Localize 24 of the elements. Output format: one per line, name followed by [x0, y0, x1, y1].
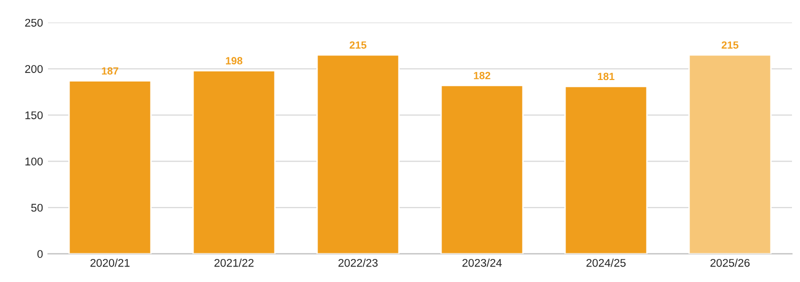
- data-label: 215: [722, 41, 738, 49]
- bar: [192, 70, 276, 254]
- bar: [316, 54, 400, 254]
- bar: [440, 84, 524, 254]
- y-tick-label: 150: [25, 111, 43, 120]
- data-label: 187: [102, 67, 118, 75]
- y-tick-label: 100: [25, 158, 43, 166]
- x-tick-label: 2022/23: [338, 258, 378, 267]
- bar: [688, 54, 772, 254]
- data-label: 181: [598, 72, 614, 80]
- data-label: 198: [226, 57, 242, 64]
- y-tick-label: 200: [25, 65, 43, 73]
- bar: [68, 80, 152, 254]
- x-tick-label: 2025/26: [710, 258, 750, 267]
- data-label: 182: [474, 72, 490, 80]
- x-tick-label: 2020/21: [90, 258, 130, 267]
- x-tick-label: 2023/24: [462, 258, 502, 267]
- y-tick-label: 50: [31, 204, 43, 212]
- y-tick-label: 0: [37, 250, 43, 258]
- x-tick-label: 2021/22: [214, 258, 254, 267]
- y-tick-label: 250: [25, 18, 43, 27]
- data-label: 215: [350, 41, 366, 49]
- bar: [564, 86, 648, 254]
- x-tick-label: 2024/25: [586, 258, 626, 267]
